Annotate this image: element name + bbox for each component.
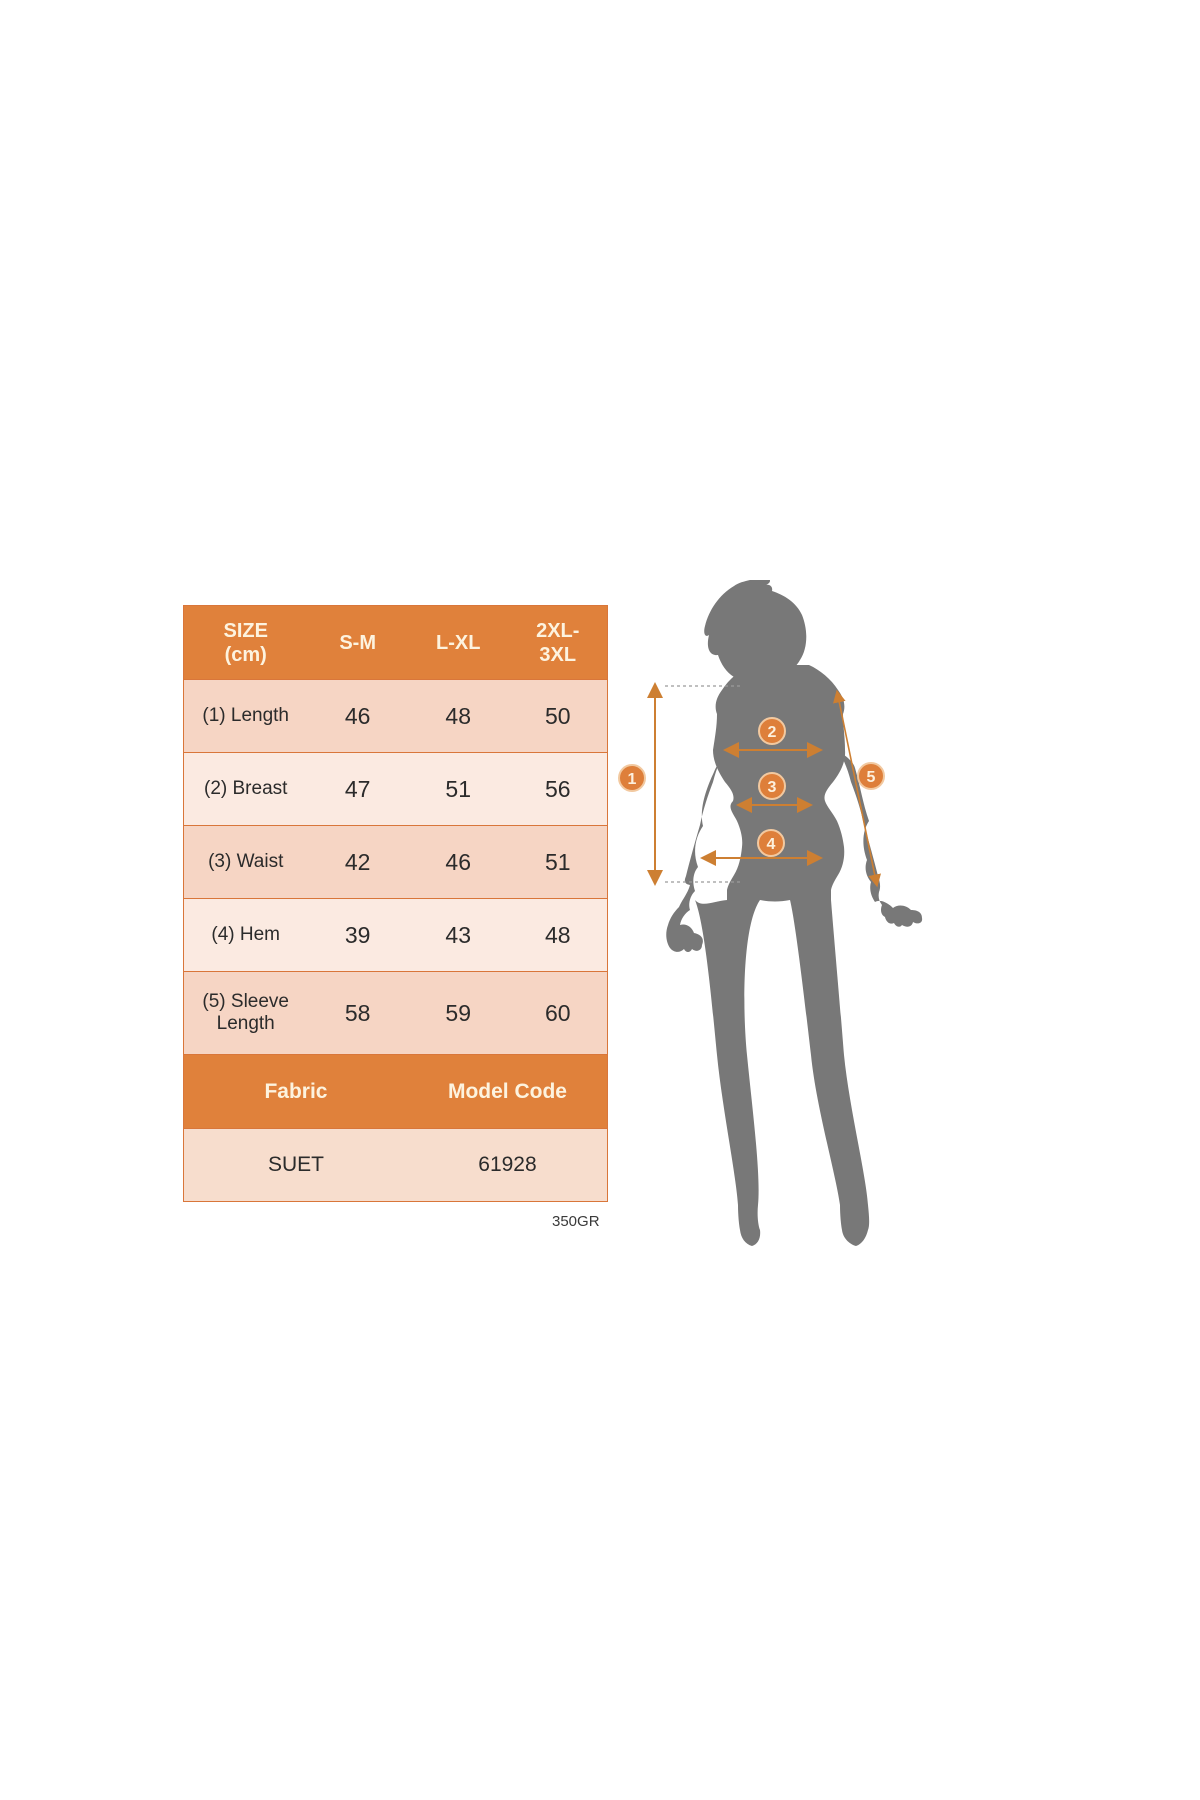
svg-text:4: 4 <box>767 836 776 853</box>
svg-text:2: 2 <box>768 724 777 741</box>
svg-text:5: 5 <box>867 769 876 786</box>
svg-text:1: 1 <box>628 771 637 788</box>
svg-text:3: 3 <box>768 779 777 796</box>
